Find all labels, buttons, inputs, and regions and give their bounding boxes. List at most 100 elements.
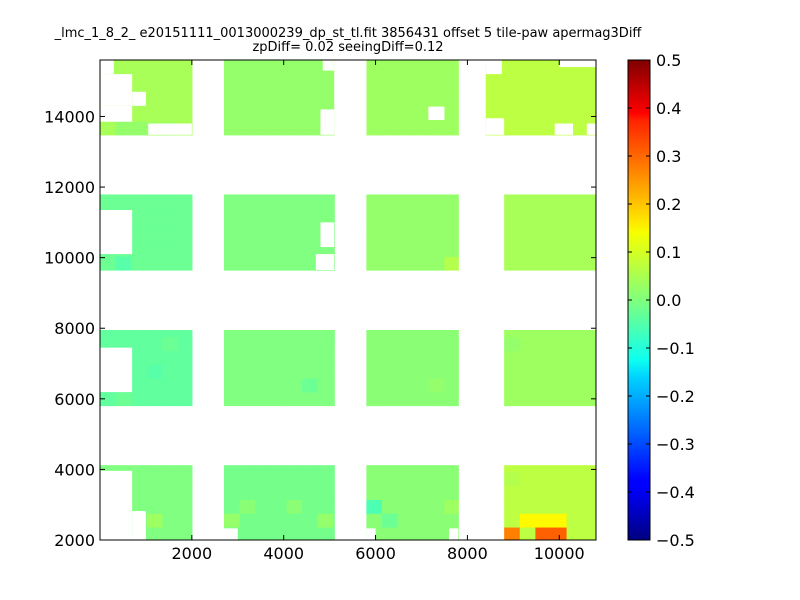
heatmap-cell	[146, 228, 164, 244]
heatmap-cell	[146, 60, 164, 67]
masked-region	[132, 91, 146, 106]
heatmap-cell	[413, 391, 430, 407]
heatmap-cell	[178, 330, 193, 338]
heatmap-cell	[224, 465, 241, 473]
heatmap-cell	[519, 194, 536, 202]
heatmap-cell	[146, 194, 164, 202]
heatmap-cell	[428, 194, 446, 202]
heatmap-cell	[381, 391, 399, 407]
heatmap-cell	[224, 93, 241, 108]
heatmap-cell	[485, 107, 502, 122]
heatmap-cell	[239, 79, 256, 95]
heatmap-cell	[532, 107, 549, 122]
heatmap-cell	[366, 364, 383, 379]
heatmap-cell	[224, 364, 241, 379]
heatmap-cell	[162, 60, 179, 67]
heatmap-cell	[162, 79, 179, 95]
heatmap-cell	[519, 526, 536, 540]
heatmap-cell	[397, 214, 414, 230]
heatmap-cell	[517, 60, 534, 67]
heatmap-cell	[131, 60, 148, 67]
masked-region	[100, 74, 133, 106]
x-tick-label: 8000	[447, 544, 488, 563]
heatmap-cell	[115, 330, 132, 338]
heatmap-cell	[413, 79, 430, 95]
heatmap-cell	[519, 513, 536, 528]
heatmap-cell	[131, 201, 148, 216]
heatmap-cell	[444, 485, 459, 501]
heatmap-cell	[428, 121, 446, 136]
heatmap-cell	[428, 66, 446, 81]
heatmap-cell	[397, 93, 414, 108]
heatmap-cell	[535, 256, 552, 271]
heatmap-cell	[413, 485, 430, 501]
x-tick-label: 6000	[355, 544, 396, 563]
y-tick-label: 14000	[44, 107, 95, 126]
heatmap-cell	[224, 499, 241, 514]
heatmap-cell	[519, 378, 536, 393]
heatmap-cell	[381, 201, 399, 216]
heatmap-cell	[178, 214, 193, 230]
heatmap-cell	[548, 107, 565, 122]
masked-region	[449, 528, 459, 540]
heatmap-cell	[535, 485, 552, 501]
heatmap-cell	[302, 214, 319, 230]
heatmap-cell	[579, 79, 596, 95]
x-tick-label: 4000	[263, 544, 304, 563]
heatmap-cell	[239, 465, 256, 473]
heatmap-cell	[255, 485, 272, 501]
heatmap-cell	[317, 485, 334, 501]
heatmap-cell	[413, 256, 430, 271]
heatmap-cell	[519, 214, 536, 230]
heatmap-cell	[504, 465, 521, 473]
heatmap-cell	[566, 485, 583, 501]
heatmap-cell	[504, 485, 521, 501]
heatmap-cell	[239, 471, 256, 487]
heatmap-cell	[146, 256, 164, 271]
heatmap-cell	[270, 499, 288, 514]
heatmap-cell	[100, 391, 117, 407]
chart-title: _lmc_1_8_2_ e20151111_0013000239_dp_st_t…	[54, 26, 642, 41]
heatmap-cell	[504, 336, 521, 352]
heatmap-cell	[532, 60, 549, 67]
heatmap-cell	[286, 350, 303, 365]
colorbar	[628, 60, 650, 540]
heatmap-cell	[146, 350, 164, 365]
heatmap-cell	[582, 513, 596, 528]
heatmap-cell	[317, 194, 334, 202]
heatmap-cell	[224, 471, 241, 487]
heatmap-cell	[255, 107, 272, 122]
heatmap-cell	[563, 93, 581, 108]
colorbar-tick-label: 0.0	[656, 291, 681, 310]
heatmap-cell	[302, 350, 319, 365]
heatmap-cell	[397, 330, 414, 338]
heatmap-cell	[504, 214, 521, 230]
heatmap-cell	[550, 336, 568, 352]
heatmap-cell	[504, 228, 521, 244]
heatmap-cell	[224, 121, 241, 136]
heatmap-cell	[397, 228, 414, 244]
heatmap-cell	[413, 350, 430, 365]
heatmap-cell	[566, 214, 583, 230]
colorbar-tick-label: 0.4	[656, 99, 681, 118]
heatmap-cell	[302, 471, 319, 487]
heatmap-cell	[428, 485, 446, 501]
heatmap-cell	[286, 364, 303, 379]
heatmap-cell	[504, 378, 521, 393]
heatmap-cell	[582, 471, 596, 487]
heatmap-cell	[302, 378, 319, 393]
heatmap-cell	[100, 336, 117, 352]
heatmap-cell	[566, 471, 583, 487]
heatmap-cell	[286, 485, 303, 501]
heatmap-cell	[519, 465, 536, 473]
heatmap-cell	[131, 121, 148, 136]
heatmap-cell	[131, 465, 148, 473]
heatmap-cell	[428, 79, 446, 95]
heatmap-cell	[504, 513, 521, 528]
x-axis: 2000 4000 6000 8000 10000	[171, 60, 585, 563]
heatmap-cell	[535, 214, 552, 230]
heatmap-cell	[302, 60, 319, 67]
heatmap-cell	[115, 121, 132, 136]
heatmap-cell	[550, 201, 568, 216]
heatmap-cell	[333, 485, 335, 501]
